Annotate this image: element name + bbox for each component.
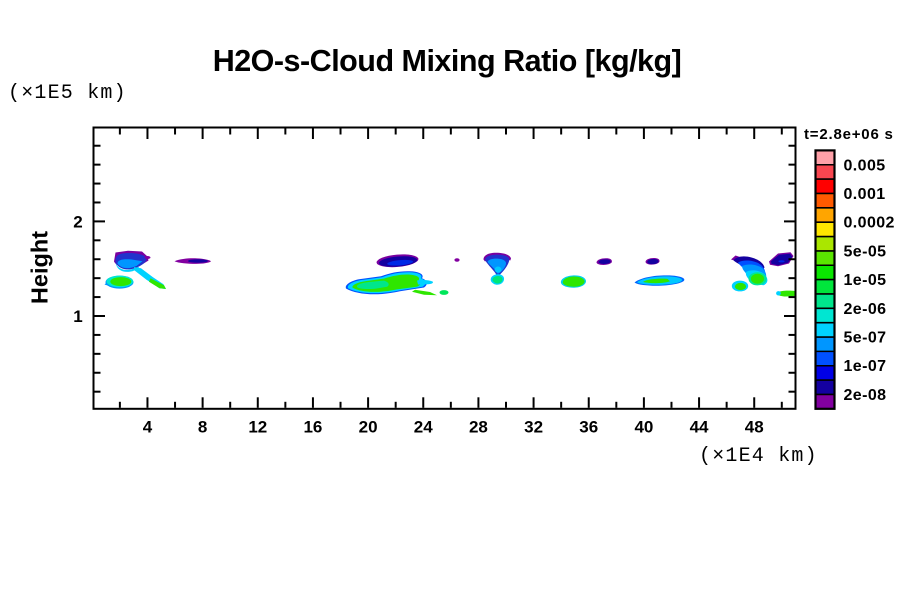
svg-text:32: 32 [524,418,543,437]
svg-text:16: 16 [303,418,322,437]
svg-text:48: 48 [745,418,764,437]
svg-text:5e-05: 5e-05 [844,243,887,260]
svg-text:0.001: 0.001 [844,186,886,203]
svg-text:0.005: 0.005 [844,157,886,174]
svg-text:2e-08: 2e-08 [844,387,887,404]
svg-text:0.0002: 0.0002 [844,215,895,232]
svg-text:2: 2 [73,212,82,231]
svg-text:8: 8 [198,418,207,437]
svg-text:12: 12 [248,418,267,437]
svg-text:1e-05: 1e-05 [844,272,887,289]
svg-text:1: 1 [73,307,82,326]
svg-text:24: 24 [414,418,433,437]
svg-text:28: 28 [469,418,488,437]
svg-text:4: 4 [143,418,153,437]
svg-text:5e-07: 5e-07 [844,330,887,347]
svg-text:1e-07: 1e-07 [844,358,887,375]
svg-text:2e-06: 2e-06 [844,301,887,318]
svg-text:36: 36 [579,418,598,437]
svg-text:20: 20 [359,418,378,437]
svg-text:40: 40 [634,418,653,437]
svg-text:44: 44 [690,418,709,437]
svg-text:t=2.8e+06 s: t=2.8e+06 s [804,126,894,143]
